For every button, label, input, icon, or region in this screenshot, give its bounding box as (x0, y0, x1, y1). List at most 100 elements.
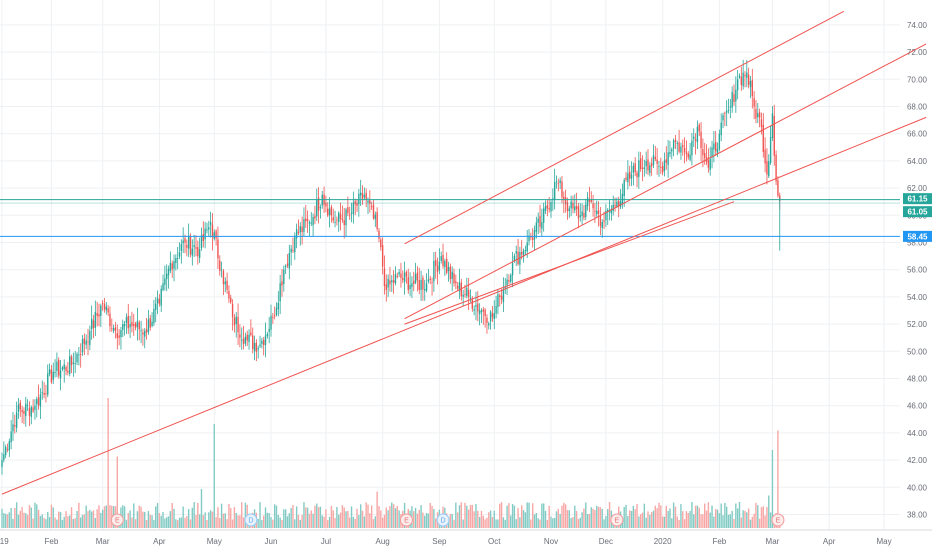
candle-body (378, 230, 380, 239)
candle-body (636, 172, 638, 178)
candle-body (317, 197, 320, 211)
candle-body (330, 206, 333, 216)
earnings-event-marker[interactable] (771, 513, 785, 527)
candle-body (314, 215, 316, 219)
candle-body (52, 371, 54, 380)
volume-bar (297, 514, 300, 528)
volume-bar (341, 505, 344, 528)
volume-bar (202, 515, 204, 528)
volume-bar (367, 504, 369, 528)
volume-bar (605, 515, 607, 528)
volume-bar (464, 502, 466, 528)
volume-bar (455, 502, 457, 528)
candle-body (603, 220, 605, 222)
volume-bar (237, 515, 239, 528)
volume-bar (369, 513, 371, 528)
candle-body (504, 287, 506, 289)
candle-body (440, 256, 442, 261)
volume-bar (654, 505, 657, 528)
dividend-event-marker[interactable] (244, 513, 258, 527)
candle-body (222, 270, 225, 285)
candle-body (381, 245, 384, 267)
volume-bar (211, 511, 214, 528)
candle-body (449, 266, 452, 280)
trend-line (1, 116, 927, 495)
volume-bar (316, 503, 318, 528)
volume-bar (449, 513, 452, 528)
candle-body (284, 265, 287, 268)
candle-body (228, 291, 230, 299)
candle-body (460, 282, 463, 297)
candle-body (736, 79, 739, 91)
candle-body (112, 327, 115, 331)
volume-bar (343, 507, 345, 528)
volume-bar (524, 512, 527, 528)
volume-bar (636, 504, 638, 528)
volume-bar (683, 519, 686, 528)
x-tick-label: May (876, 537, 891, 546)
candle-body (343, 220, 345, 226)
candle-body (100, 305, 102, 316)
candle-body (453, 273, 455, 284)
candle-body (777, 180, 779, 196)
candle-body (493, 313, 495, 319)
earnings-event-marker[interactable] (610, 513, 624, 527)
volume-bar (69, 515, 71, 528)
candle-body (625, 177, 627, 180)
volume-bar (674, 506, 677, 528)
candle-body (103, 304, 106, 310)
candle-body (769, 137, 772, 163)
volume-bar (511, 504, 514, 528)
candle-body (59, 370, 62, 379)
volume-bar (623, 506, 625, 528)
candle-body (680, 146, 682, 153)
volume-bar (98, 505, 100, 528)
volume-bar (658, 502, 660, 528)
candle-body (338, 212, 340, 223)
volume-bar (187, 509, 190, 528)
volume-bar (493, 510, 495, 528)
candle-body (235, 316, 237, 325)
time-axis[interactable]: 019 Feb Mar Apr May Jun Jul Aug Sep Oct Nov Dec 2020… (0, 529, 932, 546)
candle-body (683, 147, 686, 153)
volume-bar (506, 505, 508, 528)
volume-bar (134, 519, 137, 528)
candle-body (6, 448, 9, 450)
candle-body (557, 183, 560, 185)
candle-body (643, 167, 646, 169)
volume-bar (513, 505, 516, 528)
volume-bar (705, 510, 708, 528)
candle-body (361, 193, 364, 200)
volume-bar (607, 509, 609, 528)
volume-bar (272, 519, 274, 528)
dividend-event-marker[interactable] (436, 513, 450, 527)
candle-body (50, 369, 53, 383)
candle-body (79, 354, 82, 355)
volume-bar (691, 502, 693, 528)
price-axis[interactable]: 38.00 40.00 42.00 44.00 46.00 48.00 50.00 52.00… (907, 21, 928, 520)
candle-body (94, 311, 97, 328)
candle-body (495, 306, 497, 314)
x-tick-label: 2020 (654, 537, 672, 546)
earnings-event-marker[interactable] (399, 513, 413, 527)
candle-body (766, 161, 768, 175)
volume-bar (546, 519, 549, 528)
volume-bar (299, 519, 301, 528)
volume-bar (478, 517, 481, 528)
candle-body (204, 228, 206, 240)
earnings-event-marker[interactable] (110, 513, 124, 527)
volume-bar (638, 516, 640, 528)
candle-body (160, 288, 162, 306)
volume-bar (283, 509, 285, 528)
volume-bar (733, 519, 735, 528)
volume-bar (184, 517, 186, 528)
candle-body (226, 280, 228, 290)
volume-bar (169, 511, 172, 528)
volume-bar (235, 513, 237, 528)
volume-bar (530, 519, 532, 528)
volume-bar (553, 517, 556, 528)
candle-body (467, 290, 470, 297)
volume-bar (164, 518, 166, 528)
candle-body (698, 124, 700, 132)
volume-bar (702, 514, 704, 528)
